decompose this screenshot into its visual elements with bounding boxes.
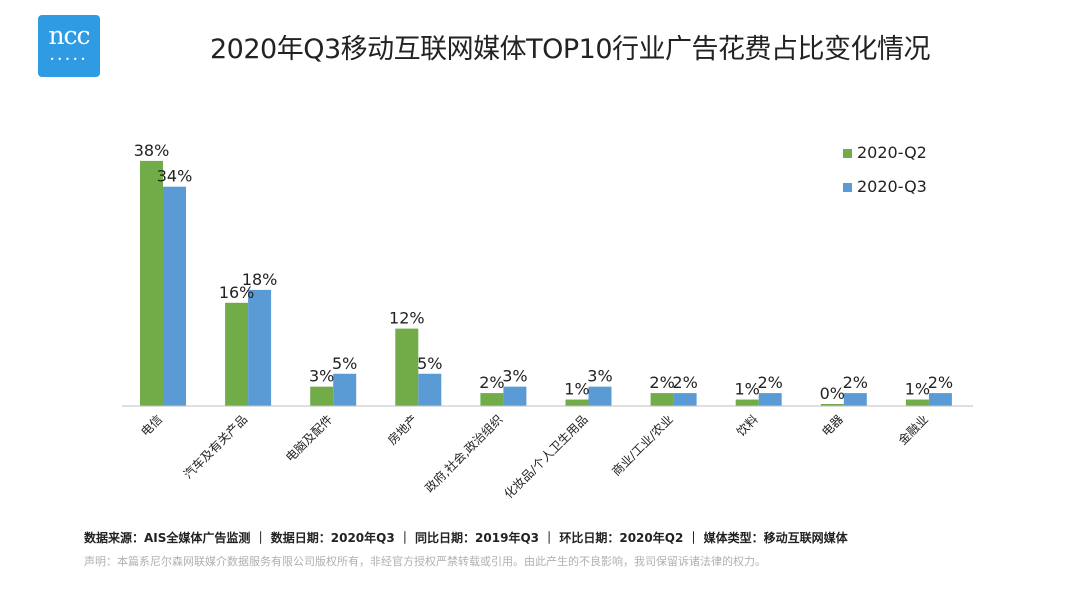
bar-q2-3 bbox=[395, 328, 419, 406]
category-label-4: 政府,社会,政治组织 bbox=[422, 412, 506, 496]
bar-q2-2 bbox=[310, 386, 334, 406]
data-label-q2-8: 0% bbox=[820, 384, 845, 403]
data-source-note: 数据来源：AIS全媒体广告监测 ｜ 数据日期：2020年Q3 ｜ 同比日期：20… bbox=[84, 531, 848, 545]
category-label-6: 商业/工业/农业 bbox=[608, 412, 675, 479]
category-label-5: 化妆品/个人卫生用品 bbox=[501, 412, 590, 501]
data-label-q2-1: 16% bbox=[219, 283, 255, 302]
data-label-q3-1: 18% bbox=[242, 270, 278, 289]
legend-label-0: 2020-Q2 bbox=[857, 143, 927, 162]
data-label-q2-7: 1% bbox=[735, 380, 760, 399]
data-label-q3-0: 34% bbox=[157, 167, 193, 186]
data-label-q3-8: 2% bbox=[843, 373, 868, 392]
category-label-3: 房地产 bbox=[384, 412, 420, 448]
category-label-1: 汽车及有关产品 bbox=[180, 412, 250, 482]
data-label-q3-4: 3% bbox=[502, 367, 527, 386]
data-label-q2-0: 38% bbox=[134, 141, 170, 160]
bar-q3-6 bbox=[673, 393, 697, 406]
bar-q2-4 bbox=[480, 393, 504, 406]
data-label-q3-2: 5% bbox=[332, 354, 357, 373]
data-label-q2-9: 1% bbox=[905, 380, 930, 399]
category-label-9: 金融业 bbox=[895, 412, 931, 448]
bar-q3-1 bbox=[248, 289, 272, 406]
bar-q2-6 bbox=[650, 393, 674, 406]
bar-q3-8 bbox=[843, 393, 867, 406]
data-label-q3-3: 5% bbox=[417, 354, 442, 373]
data-label-q2-2: 3% bbox=[309, 367, 334, 386]
bar-q2-8 bbox=[820, 404, 844, 406]
category-label-7: 饮料 bbox=[734, 412, 761, 439]
legend-label-1: 2020-Q3 bbox=[857, 177, 927, 196]
category-label-2: 电脑及配件 bbox=[283, 412, 335, 464]
chart-title: 2020年Q3移动互联网媒体TOP10行业广告花费占比变化情况 bbox=[209, 34, 931, 65]
legend-swatch-1 bbox=[843, 183, 852, 192]
bar-q3-0 bbox=[163, 186, 186, 406]
bar-q3-5 bbox=[588, 386, 612, 406]
copyright-disclaimer: 声明：本篇系尼尔森网联媒介数据服务有限公司版权所有，非经官方授权严禁转载或引用。… bbox=[84, 555, 766, 568]
bar-q2-0 bbox=[140, 160, 163, 406]
bar-q3-3 bbox=[418, 373, 442, 406]
logo-dots: ••••• bbox=[49, 55, 89, 64]
bar-q3-4 bbox=[503, 386, 527, 406]
data-label-q2-5: 1% bbox=[564, 380, 589, 399]
category-label-0: 电信 bbox=[138, 412, 165, 439]
data-label-q3-5: 3% bbox=[587, 367, 612, 386]
data-label-q3-7: 2% bbox=[758, 373, 783, 392]
bar-chart: 38%34%电信16%18%汽车及有关产品3%5%电脑及配件12%5%房地产2%… bbox=[122, 141, 973, 501]
bar-q3-7 bbox=[758, 393, 782, 406]
data-label-q2-3: 12% bbox=[389, 309, 425, 328]
bar-q2-1 bbox=[225, 302, 249, 406]
data-label-q3-9: 2% bbox=[928, 373, 953, 392]
bar-q2-7 bbox=[735, 399, 759, 406]
legend-swatch-0 bbox=[843, 149, 852, 158]
data-label-q2-6: 2% bbox=[649, 373, 674, 392]
bar-q3-2 bbox=[333, 373, 357, 406]
category-label-8: 电器 bbox=[819, 412, 846, 439]
bar-q2-5 bbox=[565, 399, 589, 406]
bar-q2-9 bbox=[905, 399, 929, 406]
ncc-logo: ncc ••••• bbox=[38, 15, 100, 77]
data-label-q2-4: 2% bbox=[479, 373, 504, 392]
data-label-q3-6: 2% bbox=[672, 373, 697, 392]
logo-text: ncc bbox=[48, 21, 90, 50]
bar-q3-9 bbox=[928, 393, 952, 406]
